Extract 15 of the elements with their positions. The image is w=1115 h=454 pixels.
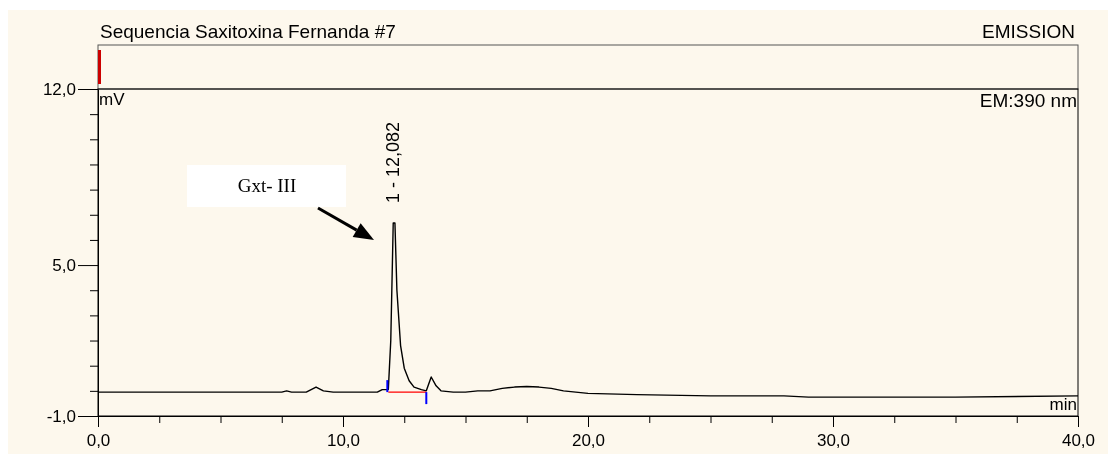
annotation: Gxt- III [237, 175, 297, 196]
y-tick-label: -1,0 [46, 406, 76, 426]
x-tick-label: 30,0 [816, 430, 851, 450]
x-tick-label: 20,0 [571, 430, 606, 450]
annotation: EM:390 nm [979, 90, 1077, 111]
x-axis-title: min [1049, 395, 1077, 414]
y-axis-title: mV [99, 90, 126, 109]
x-tick-label: 40,0 [1061, 430, 1096, 450]
x-tick-label: 10,0 [326, 430, 361, 450]
x-tick-label: 0,0 [86, 430, 111, 450]
y-tick-label: 5,0 [52, 256, 76, 276]
y-tick-label: 12,0 [42, 79, 76, 99]
text: EMISSION [982, 21, 1075, 42]
annotation: 1 - 12,082 [383, 122, 404, 204]
chart-title: Sequencia Saxitoxina Fernanda #7 [100, 21, 396, 42]
